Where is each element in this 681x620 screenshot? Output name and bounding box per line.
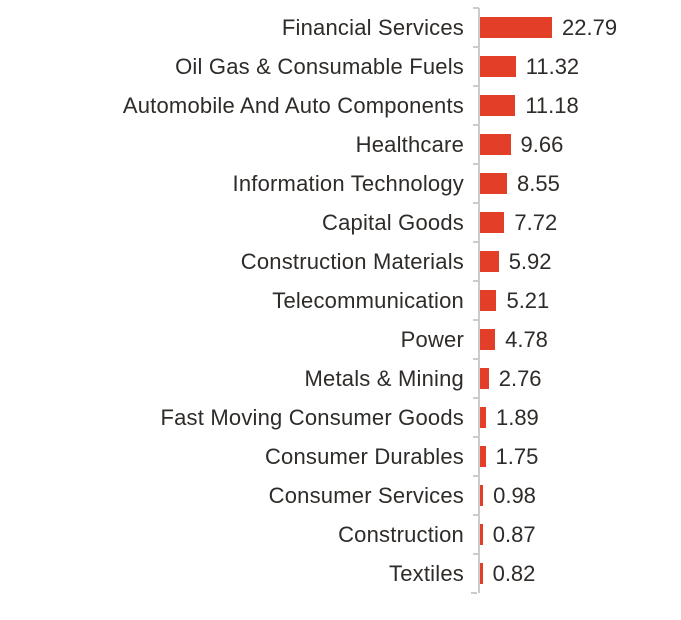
axis-tick (473, 475, 479, 477)
category-label: Fast Moving Consumer Goods (160, 405, 464, 430)
chart-row: Fast Moving Consumer Goods 1.89 (0, 397, 681, 437)
category-label: Healthcare (355, 132, 464, 157)
axis-tick (473, 319, 479, 321)
category-label: Telecommunication (272, 288, 464, 313)
axis-tick (473, 397, 479, 399)
chart-row: Consumer Durables 1.75 (0, 436, 681, 476)
bar-area: 11.32 (473, 46, 681, 86)
chart-row: Textiles 0.82 (0, 553, 681, 593)
bar-area: 22.79 (473, 7, 681, 47)
bar (480, 212, 505, 233)
bar (480, 56, 516, 77)
bar-area: 7.72 (473, 202, 681, 242)
value-label: 11.32 (525, 53, 580, 79)
bar (480, 446, 486, 467)
chart-row: Automobile And Auto Components 11.18 (0, 85, 681, 125)
bar-area: 5.92 (473, 241, 681, 281)
axis-tick (473, 436, 479, 438)
chart-row: Consumer Services 0.98 (0, 475, 681, 515)
bar (480, 329, 496, 350)
value-label: 22.79 (562, 14, 618, 40)
bar (480, 17, 552, 38)
axis-tick (473, 46, 479, 48)
chart-row: Power 4.78 (0, 319, 681, 359)
bar-area: 0.82 (473, 553, 681, 593)
category-label: Construction Materials (240, 249, 464, 274)
axis-tick (473, 7, 479, 9)
bar (480, 290, 497, 311)
category-label: Financial Services (281, 15, 464, 40)
bar (480, 95, 516, 116)
chart-row: Information Technology 8.55 (0, 163, 681, 203)
chart-row: Oil Gas & Consumable Fuels 11.32 (0, 46, 681, 86)
axis-tick (473, 358, 479, 360)
axis-tick (473, 124, 479, 126)
bar (480, 407, 486, 428)
value-label: 11.18 (525, 92, 579, 118)
axis-tick (473, 553, 479, 555)
category-label: Textiles (389, 561, 464, 586)
axis-tick (473, 280, 479, 282)
value-label: 4.78 (505, 326, 548, 352)
bar-area: 8.55 (473, 163, 681, 203)
value-label: 7.72 (514, 209, 558, 235)
category-label: Construction (338, 522, 464, 547)
bar-area: 2.76 (473, 358, 681, 398)
category-label: Consumer Services (268, 483, 464, 508)
bar (480, 368, 489, 389)
chart-row: Construction Materials 5.92 (0, 241, 681, 281)
category-label: Capital Goods (321, 210, 464, 235)
bar (480, 173, 507, 194)
axis-tick (473, 163, 479, 165)
bar (480, 563, 483, 584)
value-label: 1.75 (495, 443, 539, 469)
value-label: 0.87 (492, 521, 536, 547)
category-label: Power (400, 327, 464, 352)
value-label: 5.21 (506, 287, 550, 313)
chart-row: Metals & Mining 2.76 (0, 358, 681, 398)
value-label: 2.76 (498, 365, 542, 391)
value-label: 9.66 (520, 131, 564, 157)
value-label: 8.55 (517, 170, 560, 196)
chart-row: Healthcare 9.66 (0, 124, 681, 164)
value-label: 0.98 (493, 482, 536, 508)
bar-area: 9.66 (473, 124, 681, 164)
bar-area: 0.98 (473, 475, 681, 515)
axis-tick (473, 241, 479, 243)
chart-row: Telecommunication 5.21 (0, 280, 681, 320)
bar-area: 5.21 (473, 280, 681, 320)
category-label: Information Technology (232, 171, 464, 196)
axis-tick (473, 514, 479, 516)
axis-tick (471, 592, 477, 594)
bar (480, 524, 483, 545)
chart-row: Construction 0.87 (0, 514, 681, 554)
bar (480, 251, 499, 272)
bar-area: 1.75 (473, 436, 681, 476)
bar (480, 134, 511, 155)
bar-area: 1.89 (473, 397, 681, 437)
chart-rows: Financial Services 22.79 Oil Gas & Consu… (0, 7, 681, 594)
axis-tick (473, 85, 479, 87)
category-label: Oil Gas & Consumable Fuels (175, 54, 464, 79)
category-label: Metals & Mining (304, 366, 464, 391)
category-label: Consumer Durables (264, 444, 464, 469)
category-label: Automobile And Auto Components (122, 93, 464, 118)
chart-row: Financial Services 22.79 (0, 7, 681, 47)
bar-area: 11.18 (473, 85, 681, 125)
axis-tick (473, 202, 479, 204)
bar-area: 4.78 (473, 319, 681, 359)
value-label: 1.89 (495, 404, 539, 430)
bar-area: 0.87 (473, 514, 681, 554)
chart-row: Capital Goods 7.72 (0, 202, 681, 242)
value-label: 5.92 (508, 248, 552, 274)
value-label: 0.82 (492, 560, 536, 586)
bar (480, 485, 484, 506)
